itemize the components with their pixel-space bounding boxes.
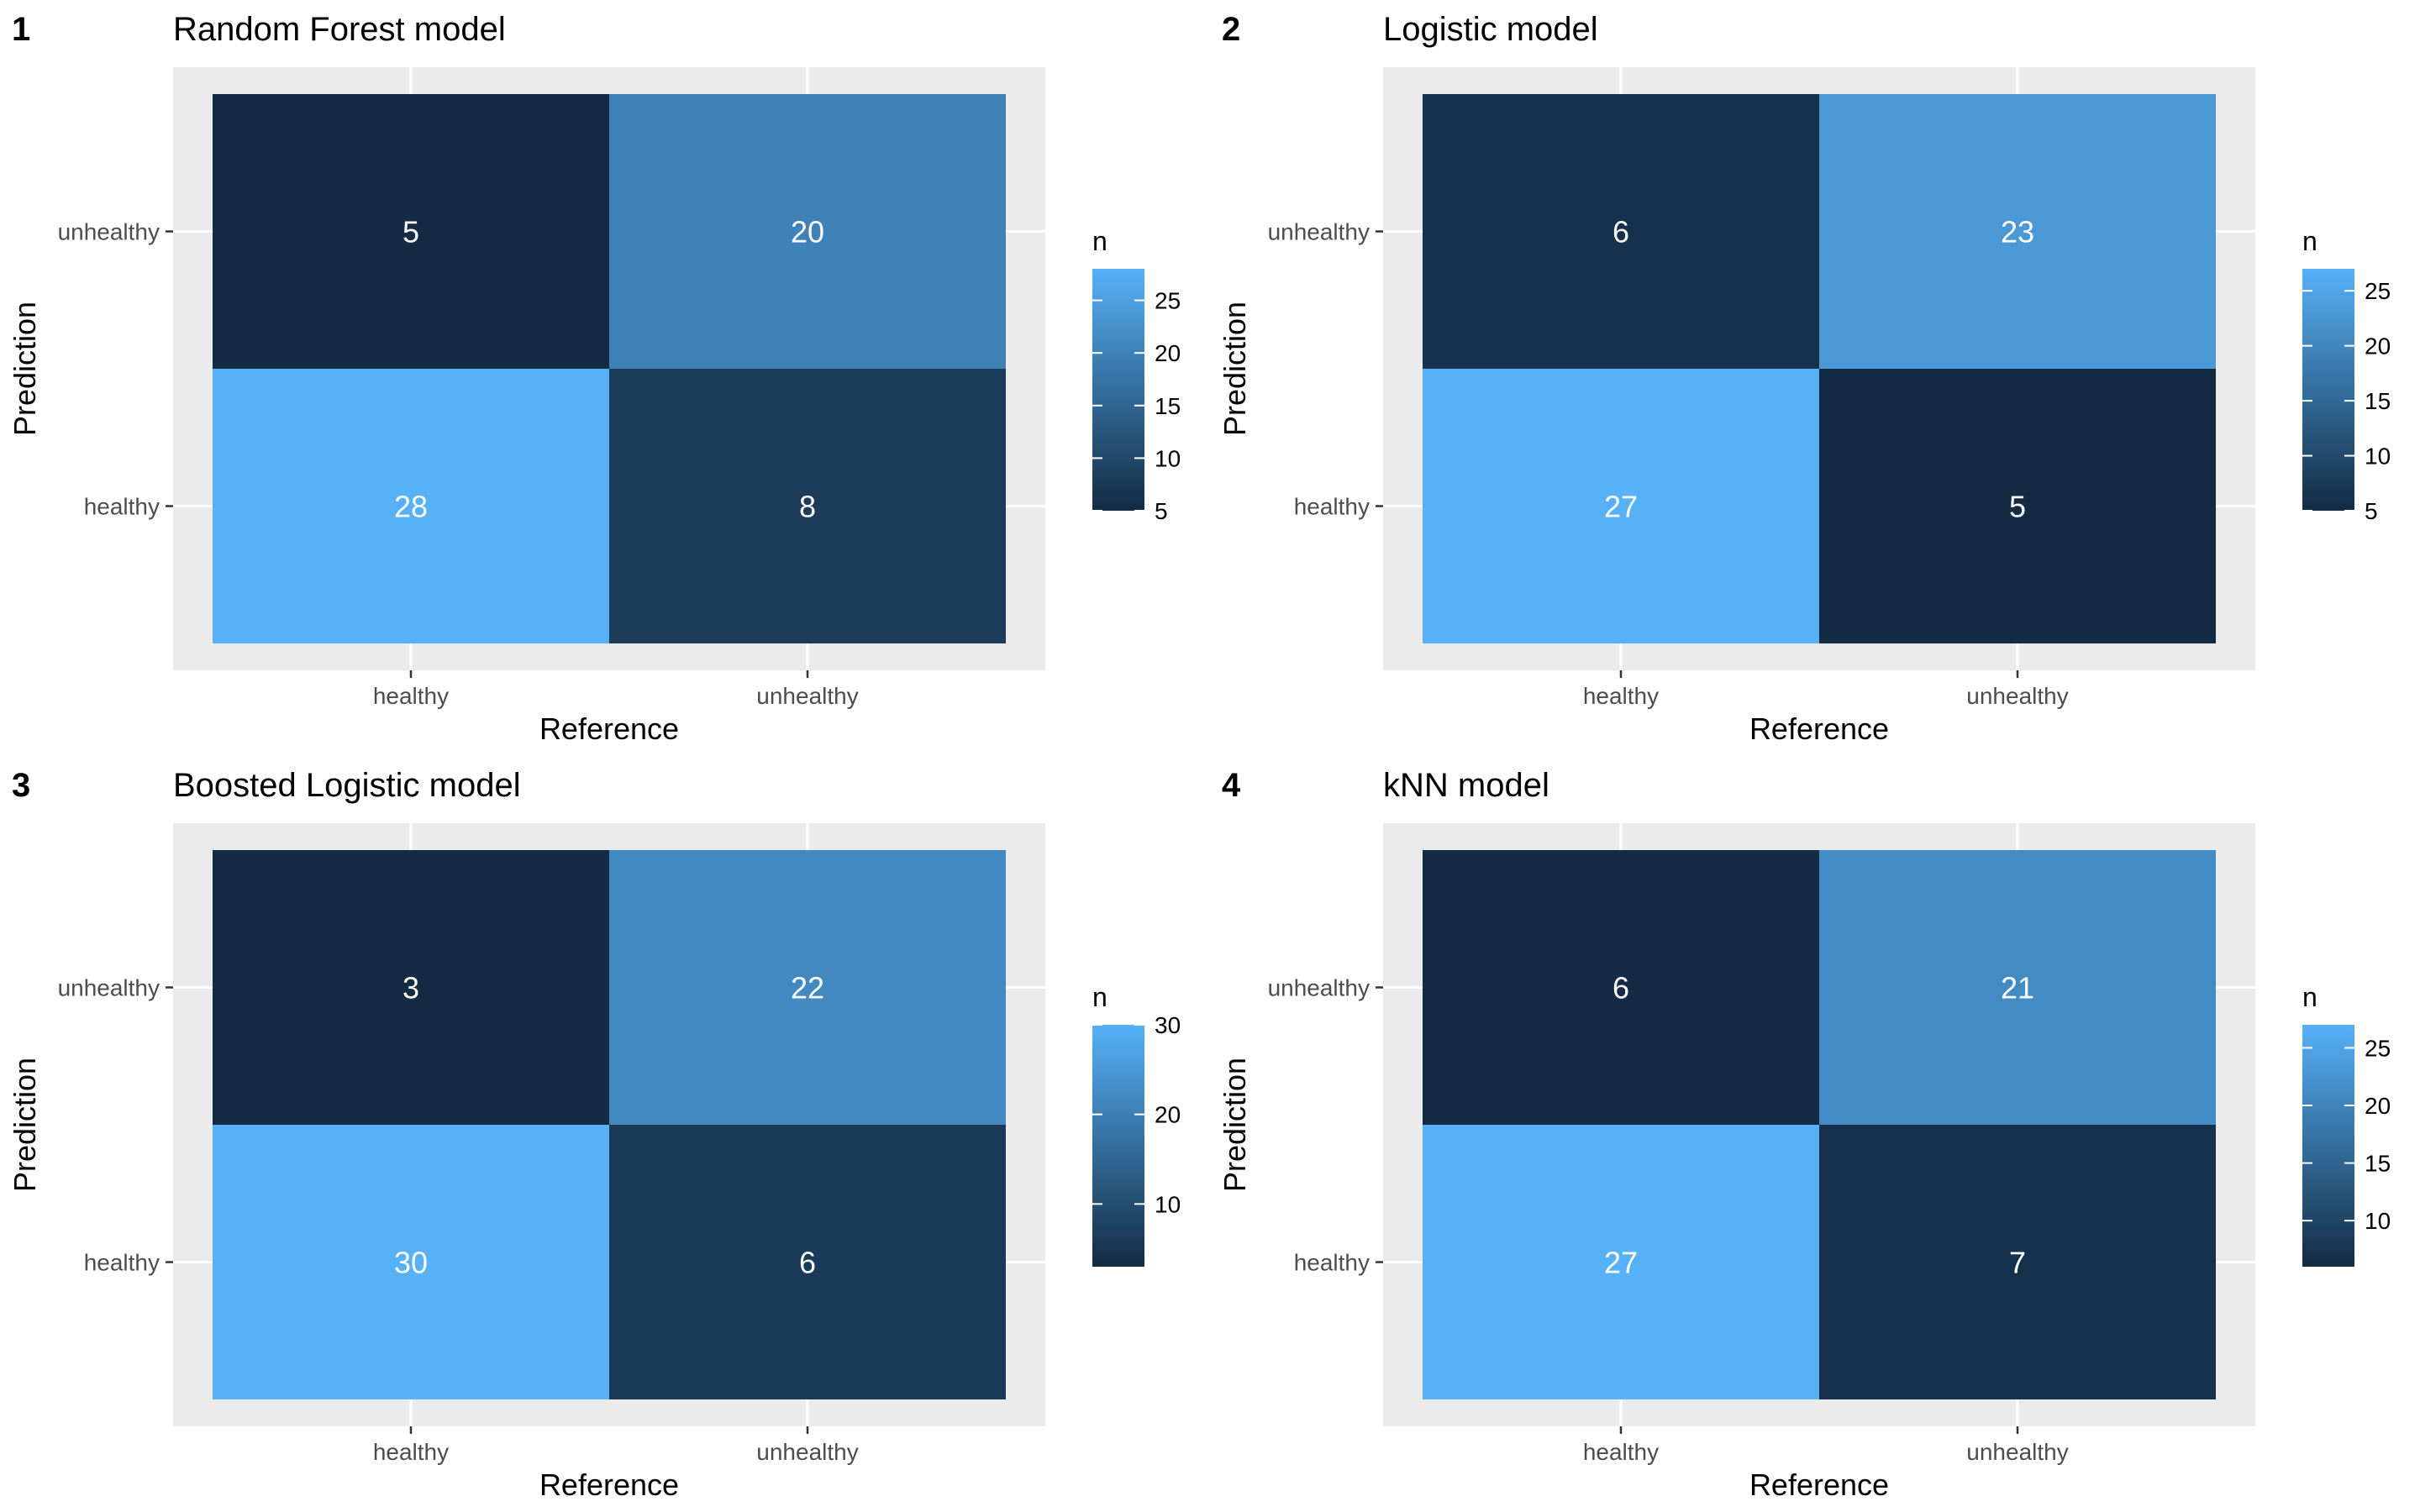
colorbar-tick-label: 20 <box>2365 333 2391 360</box>
chart-title: kNN model <box>1383 767 1549 804</box>
colorbar <box>2302 1025 2354 1267</box>
tile-label: 20 <box>791 215 824 249</box>
tile-label: 7 <box>2009 1246 2026 1280</box>
panel-tag: 2 <box>1222 11 1240 48</box>
heatmap-tile <box>213 850 609 1125</box>
colorbar-tick-label: 25 <box>2365 278 2391 304</box>
colorbar-tick-label: 15 <box>2365 388 2391 414</box>
chart-svg: 1 Random Forest model 5 20 28 8 healthy unhealt… <box>8 11 1181 746</box>
colorbar-tick-label: 25 <box>2365 1035 2391 1061</box>
heatmap-tile <box>1819 94 2216 369</box>
heatmap-tile <box>1423 94 1819 369</box>
colorbar <box>2302 269 2354 511</box>
y-tick-label: unhealthy <box>58 975 160 1001</box>
tile-label: 6 <box>1612 971 1629 1005</box>
tile-label: 21 <box>2001 971 2034 1005</box>
heatmap-tile <box>609 369 1006 643</box>
y-tick-label: healthy <box>84 1250 160 1276</box>
panel-1: 1 Random Forest model 5 20 28 8 healthy unhealt… <box>0 0 1210 756</box>
y-tick-label: healthy <box>84 494 160 520</box>
x-tick-label: unhealthy <box>1966 683 2068 709</box>
x-axis-title: Reference <box>1749 711 1889 746</box>
panel-4: 4 kNN model 6 21 27 7 healthy unhealthy healthy u… <box>1210 756 2420 1512</box>
heatmap-tile <box>1819 850 2216 1125</box>
colorbar-tick-label: 10 <box>2365 444 2391 470</box>
tile-label: 27 <box>1604 1246 1638 1280</box>
legend-title: n <box>1092 982 1107 1012</box>
y-tick-label: healthy <box>1294 494 1370 520</box>
heatmap-tile <box>213 94 609 369</box>
heatmap-tile <box>1819 369 2216 643</box>
colorbar-tick-label: 5 <box>1155 498 1168 524</box>
panel-tag: 4 <box>1222 767 1241 804</box>
tile-label: 5 <box>2009 490 2026 524</box>
legend-title: n <box>2302 226 2317 256</box>
chart-title: Boosted Logistic model <box>173 767 521 804</box>
colorbar <box>1092 269 1144 511</box>
tile-label: 5 <box>402 215 419 249</box>
tile-label: 27 <box>1604 490 1638 524</box>
colorbar-tick-label: 30 <box>1155 1012 1181 1038</box>
colorbar-tick-label: 15 <box>1155 393 1181 419</box>
y-tick-label: healthy <box>1294 1250 1370 1276</box>
heatmap-tile <box>213 369 609 643</box>
heatmap-tile <box>1423 850 1819 1125</box>
tile-label: 8 <box>799 490 816 524</box>
x-tick-label: healthy <box>1583 1439 1659 1465</box>
colorbar-tick-label: 10 <box>1155 1191 1181 1217</box>
x-tick-label: healthy <box>1583 683 1659 709</box>
chart-svg: 4 kNN model 6 21 27 7 healthy unhealthy healthy u… <box>1218 767 2391 1502</box>
chart-svg: 2 Logistic model 6 23 27 5 healthy unhealthy hea… <box>1218 11 2391 746</box>
heatmap-tile <box>1423 369 1819 643</box>
heatmap-tile <box>213 1125 609 1399</box>
tile-label: 22 <box>791 971 824 1005</box>
legend-title: n <box>1092 226 1107 256</box>
colorbar-tick-label: 10 <box>2365 1208 2391 1234</box>
tile-label: 6 <box>1612 215 1629 249</box>
x-axis-title: Reference <box>1749 1467 1889 1502</box>
colorbar-tick-label: 15 <box>2365 1151 2391 1177</box>
tile-label: 3 <box>402 971 419 1005</box>
panel-3: 3 Boosted Logistic model 3 22 30 6 healthy unhe… <box>0 756 1210 1512</box>
tile-label: 6 <box>799 1246 816 1280</box>
panel-tag: 3 <box>12 767 30 804</box>
y-axis-title: Prediction <box>1218 1058 1252 1192</box>
x-axis-title: Reference <box>539 711 679 746</box>
x-tick-label: unhealthy <box>1966 1439 2068 1465</box>
colorbar-tick-label: 20 <box>1155 340 1181 366</box>
y-axis-title: Prediction <box>8 302 42 436</box>
y-tick-label: unhealthy <box>58 219 160 245</box>
colorbar-tick-label: 20 <box>2365 1093 2391 1119</box>
chart-svg: 3 Boosted Logistic model 3 22 30 6 healthy unhe… <box>8 767 1181 1502</box>
panel-tag: 1 <box>12 11 30 48</box>
tile-label: 30 <box>394 1246 428 1280</box>
heatmap-tile <box>609 850 1006 1125</box>
colorbar-tick-label: 5 <box>2365 498 2378 524</box>
x-axis-title: Reference <box>539 1467 679 1502</box>
colorbar-tick-label: 20 <box>1155 1102 1181 1128</box>
heatmap-tile <box>609 1125 1006 1399</box>
y-tick-label: unhealthy <box>1268 975 1370 1001</box>
tile-label: 23 <box>2001 215 2034 249</box>
x-tick-label: unhealthy <box>756 683 858 709</box>
legend-title: n <box>2302 982 2317 1012</box>
heatmap-tile <box>1423 1125 1819 1399</box>
y-axis-title: Prediction <box>1218 302 1252 436</box>
x-tick-label: unhealthy <box>756 1439 858 1465</box>
colorbar <box>1092 1025 1144 1267</box>
heatmap-tile <box>609 94 1006 369</box>
panel-2: 2 Logistic model 6 23 27 5 healthy unhealthy hea… <box>1210 0 2420 756</box>
chart-title: Random Forest model <box>173 11 506 48</box>
tile-label: 28 <box>394 490 428 524</box>
y-axis-title: Prediction <box>8 1058 42 1192</box>
chart-title: Logistic model <box>1383 11 1598 48</box>
x-tick-label: healthy <box>373 1439 449 1465</box>
x-tick-label: healthy <box>373 683 449 709</box>
colorbar-tick-label: 10 <box>1155 445 1181 471</box>
y-tick-label: unhealthy <box>1268 219 1370 245</box>
colorbar-tick-label: 25 <box>1155 288 1181 314</box>
heatmap-tile <box>1819 1125 2216 1399</box>
